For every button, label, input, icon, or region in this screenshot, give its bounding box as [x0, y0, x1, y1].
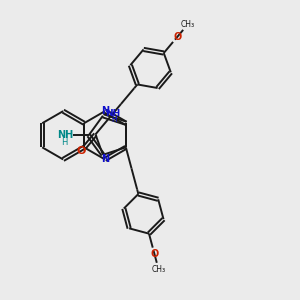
Text: N: N — [101, 106, 109, 116]
Text: NH: NH — [57, 130, 73, 140]
Text: H: H — [111, 115, 117, 124]
Text: N: N — [101, 154, 109, 164]
Text: NH: NH — [106, 109, 121, 118]
Text: CH₃: CH₃ — [152, 265, 166, 274]
Text: CH₃: CH₃ — [180, 20, 194, 29]
Text: H: H — [61, 138, 68, 147]
Text: O: O — [76, 146, 86, 156]
Text: O: O — [150, 249, 158, 259]
Text: O: O — [173, 32, 182, 42]
